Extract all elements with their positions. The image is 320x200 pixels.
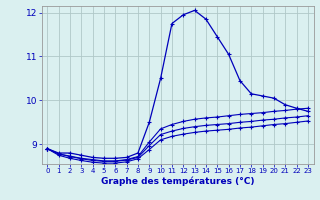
- X-axis label: Graphe des températures (°C): Graphe des températures (°C): [101, 177, 254, 186]
